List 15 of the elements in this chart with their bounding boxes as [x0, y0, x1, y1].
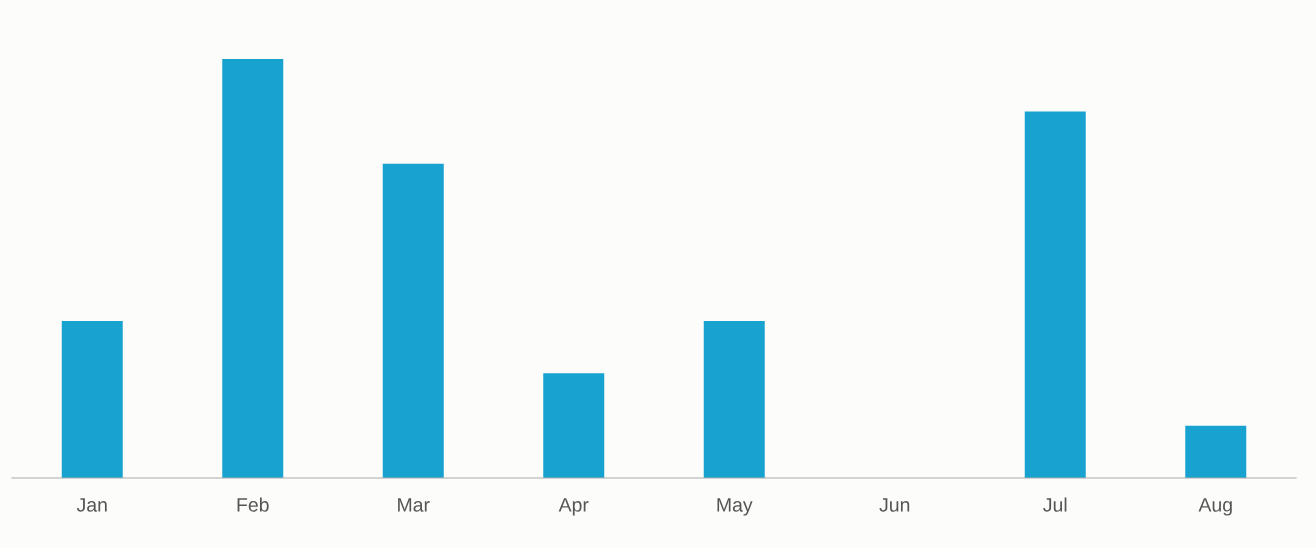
x-tick-label: Jan — [76, 498, 107, 512]
x-tick-label: Apr — [558, 498, 589, 516]
x-tick-label: Jun — [879, 498, 910, 512]
bar — [543, 373, 605, 478]
x-tick-label: Mar — [398, 498, 430, 512]
bar — [382, 163, 444, 478]
bar — [1185, 425, 1247, 478]
bar — [61, 320, 123, 478]
bar — [1024, 111, 1086, 478]
x-tick-label: Aug — [1198, 498, 1232, 516]
bar — [703, 320, 765, 478]
bar — [222, 59, 284, 478]
x-tick-label: May — [717, 498, 753, 516]
x-tick-label: Feb — [237, 497, 269, 512]
x-tick-label: Jul — [1043, 497, 1067, 512]
